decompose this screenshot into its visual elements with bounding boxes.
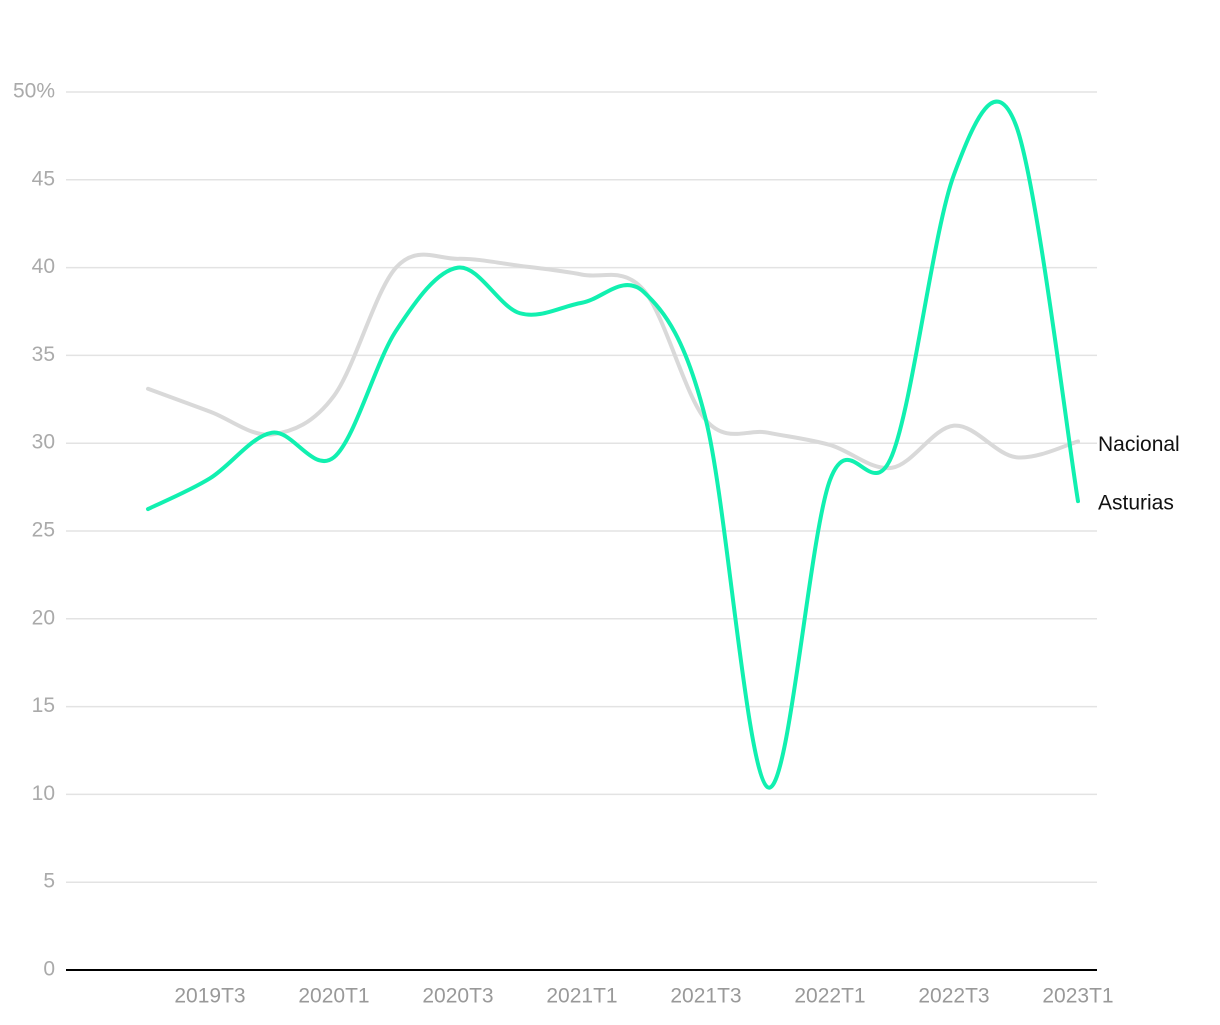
x-tick-label: 2020T3	[422, 985, 493, 1008]
x-tick-label: 2019T3	[174, 985, 245, 1008]
series-label: Nacional	[1098, 433, 1180, 456]
y-tick-label: 15	[32, 694, 55, 717]
y-tick-label: 50%	[13, 80, 55, 103]
y-tick-label: 10	[32, 782, 55, 805]
x-tick-label: 2022T3	[918, 985, 989, 1008]
y-tick-label: 40	[32, 255, 55, 278]
y-tick-label: 35	[32, 343, 55, 366]
x-tick-label: 2020T1	[298, 985, 369, 1008]
series-line	[146, 99, 1080, 790]
x-tick-label: 2021T1	[546, 985, 617, 1008]
y-tick-label: 30	[32, 431, 55, 454]
y-tick-label: 0	[43, 958, 55, 981]
series-line	[146, 252, 1080, 471]
y-tick-label: 20	[32, 606, 55, 629]
y-tick-label: 25	[32, 519, 55, 542]
x-tick-label: 2022T1	[794, 985, 865, 1008]
y-tick-label: 45	[32, 167, 55, 190]
y-tick-label: 5	[43, 870, 55, 893]
x-tick-label: 2023T1	[1042, 985, 1113, 1008]
series-label: Asturias	[1098, 492, 1174, 515]
x-tick-label: 2021T3	[670, 985, 741, 1008]
